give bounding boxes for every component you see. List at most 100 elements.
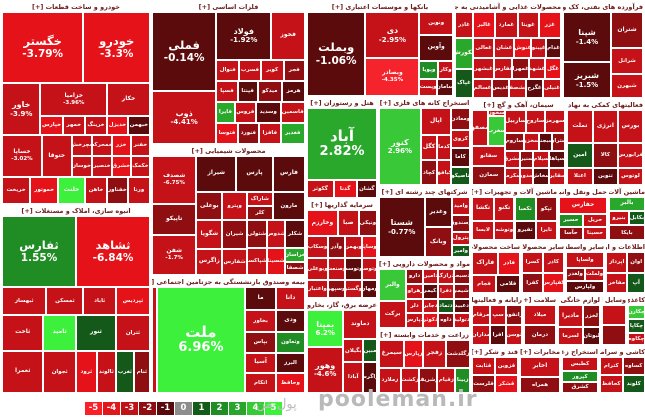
tile-دتماد[interactable]: دتماد [438, 298, 454, 314]
tile-وگستر[interactable]: وگستر [344, 280, 362, 298]
tile-غگل[interactable]: غگل [545, 58, 561, 80]
tile-وساپا[interactable]: وساپا [361, 236, 377, 259]
section-header-health[interactable]: سلامت [+] [524, 295, 556, 305]
tile-دکوثر[interactable]: دکوثر [422, 313, 439, 328]
tile-کنور[interactable]: کنور 2.96% [379, 108, 421, 185]
tile-بایکا[interactable]: بایکا [609, 225, 645, 240]
tile-شگویا[interactable]: شگویا [196, 220, 223, 249]
section-header-chemical[interactable]: محصولات شیمیایی [+] [152, 146, 305, 156]
tile-وپست[interactable]: وپست [419, 79, 437, 96]
tile-وغدیر[interactable]: وغدیر [424, 197, 452, 227]
tile-غمارد[interactable]: غمارد [495, 12, 518, 38]
tile-خشرق[interactable]: خشرق [111, 156, 131, 178]
section-header-metalprod[interactable]: ساخت محصولات فلزی [+] [472, 242, 520, 252]
tile-سدور[interactable]: سدور [520, 167, 534, 185]
tile-سفانو[interactable]: سفانو [472, 146, 506, 167]
section-header-cement[interactable]: سیمان، آهک و گچ [+] [472, 100, 565, 110]
tile-غگرج[interactable]: غگرج [526, 79, 543, 98]
tile-بوعلی[interactable]: بوعلی [196, 191, 223, 221]
tile-کپرور[interactable]: کپرور [562, 371, 598, 383]
tile-خزر[interactable]: خزر [111, 134, 131, 156]
tile-مبین[interactable]: مبین [363, 339, 377, 363]
tile-شیران[interactable]: شیران [222, 220, 247, 249]
tile-کفرا[interactable]: کفرا [522, 272, 543, 293]
tile-غبشهر[interactable]: غبشهر [473, 58, 495, 80]
tile-سقاین[interactable]: سقاین [549, 167, 565, 185]
tile-فپنتا[interactable]: فپنتا [237, 80, 258, 102]
tile-خمهر[interactable]: خمهر [62, 115, 85, 135]
tile-لابسا[interactable]: لابسا [472, 220, 495, 240]
tile-برکت[interactable]: برکت [379, 301, 407, 328]
tile-فجام[interactable]: فجام [472, 274, 496, 293]
tile-سکرما[interactable]: سکرما [505, 167, 521, 185]
tile-حسیر[interactable]: حسیر [559, 214, 583, 228]
tile-وتوسم[interactable]: وتوسم [344, 258, 362, 281]
tile-پارس[interactable]: پارس [236, 156, 273, 192]
section-header-metals[interactable]: فلزات اساسی [+] [152, 2, 305, 12]
tile-ساروم[interactable]: ساروم [505, 132, 525, 151]
tile-فلامی[interactable]: فلامی [496, 274, 520, 293]
tile-غدیس[interactable]: غدیس [492, 79, 510, 98]
tile-دزهراوی[interactable]: دزهراوی [406, 283, 423, 299]
tile-ثنام[interactable]: ثنام [133, 350, 150, 393]
section-header-paper[interactable]: کاغذی [+] [628, 295, 645, 305]
tile-دعبید[interactable]: دعبید [453, 298, 470, 314]
tile-وکار[interactable]: وکار [438, 60, 453, 80]
tile-مارون[interactable]: مارون [272, 191, 305, 221]
tile-دانا[interactable]: دانا [275, 287, 305, 311]
tile-وامید[interactable]: وامید [451, 197, 470, 215]
tile-خریخت[interactable]: خریخت [2, 177, 31, 204]
tile-مرقام[interactable]: مرقام [472, 305, 490, 325]
tile-هرمز[interactable]: هرمز [282, 80, 305, 102]
tile-بخاور[interactable]: بخاور [245, 310, 276, 332]
tile-تکنو[interactable]: تکنو [494, 197, 515, 221]
tile-مفاخر[interactable]: مفاخر [606, 272, 628, 293]
tile-شفارس[interactable]: شفارس [222, 248, 247, 275]
tile-ومعادن[interactable]: ومعادن [450, 108, 470, 130]
tile-غاذر[interactable]: غاذر [455, 12, 474, 38]
tile-زقیام[interactable]: زقیام [437, 367, 456, 393]
tile-دپارس[interactable]: دپارس [406, 313, 423, 328]
tile-قشکر[interactable]: قشکر [495, 375, 518, 393]
tile-فغدیر[interactable]: فغدیر [280, 122, 305, 144]
tile-کچاد[interactable]: کچاد [420, 160, 438, 185]
tile-کسرا[interactable]: کسرا [522, 252, 543, 273]
tile-وصنعت[interactable]: وصنعت [328, 258, 345, 281]
tile-خرینگ[interactable]: خرینگ [84, 115, 108, 135]
tile-ملت[interactable]: ملت 6.96% [156, 287, 246, 393]
tile-غزر[interactable]: غزر [538, 12, 561, 38]
tile-غدام[interactable]: غدام [546, 37, 561, 59]
tile-ثپردیس[interactable]: ثپردیس [115, 286, 150, 316]
tile-چکارن[interactable]: چکارن [628, 305, 645, 319]
tile-خپارس[interactable]: خپارس [40, 115, 63, 135]
tile-وآذر[interactable]: وآذر [328, 236, 345, 259]
tile-آپ[interactable]: آپ [627, 272, 645, 293]
tile-ثاخت[interactable]: ثاخت [2, 315, 44, 351]
section-header-multi[interactable]: شرکتهای چند رشته ای [+] [379, 187, 470, 197]
section-header-power[interactable]: عرضه برق، گاز، بخاروآب گرم [+] [307, 300, 377, 310]
section-header-mining[interactable]: استخراج کانه های فلزی [+] [379, 98, 470, 108]
tile-خفنر[interactable]: خفنر [130, 134, 150, 156]
section-header-agri[interactable]: زراعت و خدمات وابسته [+] [379, 330, 470, 340]
section-header-realestate[interactable]: انبوه سازی، املاک و مستغلات [+] [2, 206, 150, 216]
tile-دجابر[interactable]: دجابر [422, 298, 439, 314]
tile-ومهان[interactable]: ومهان [361, 280, 377, 298]
tile-تکمبا[interactable]: تکمبا [514, 197, 536, 221]
tile-شدوص[interactable]: شدوص [266, 220, 286, 248]
tile-آباد[interactable]: آباد 2.82% [307, 108, 377, 180]
tile-تنوین[interactable]: تنوین [592, 167, 618, 185]
tile-وپترو[interactable]: وپترو [222, 191, 247, 221]
tile-ثامید[interactable]: ثامید [43, 315, 76, 351]
tile-cell[interactable] [602, 305, 626, 325]
tile-دفرا[interactable]: دفرا [438, 283, 454, 299]
tile-شبریز[interactable]: شبریز -1.5% [563, 61, 611, 98]
tile-میلاد[interactable]: میلاد [524, 305, 556, 325]
tile-وتوشه[interactable]: وتوشه [494, 220, 515, 240]
tile-اعتلا[interactable]: اعتلا [567, 167, 593, 185]
tile-انرژی[interactable]: انرژی [592, 110, 618, 143]
tile-ثاباد[interactable]: ثاباد [83, 286, 116, 316]
tile-کشرق[interactable]: کشرق [562, 382, 598, 393]
tile-فایرا[interactable]: فایرا [216, 101, 235, 123]
tile-توسن[interactable]: توسن [506, 325, 522, 345]
tile-فاراک[interactable]: فاراک [472, 252, 499, 275]
